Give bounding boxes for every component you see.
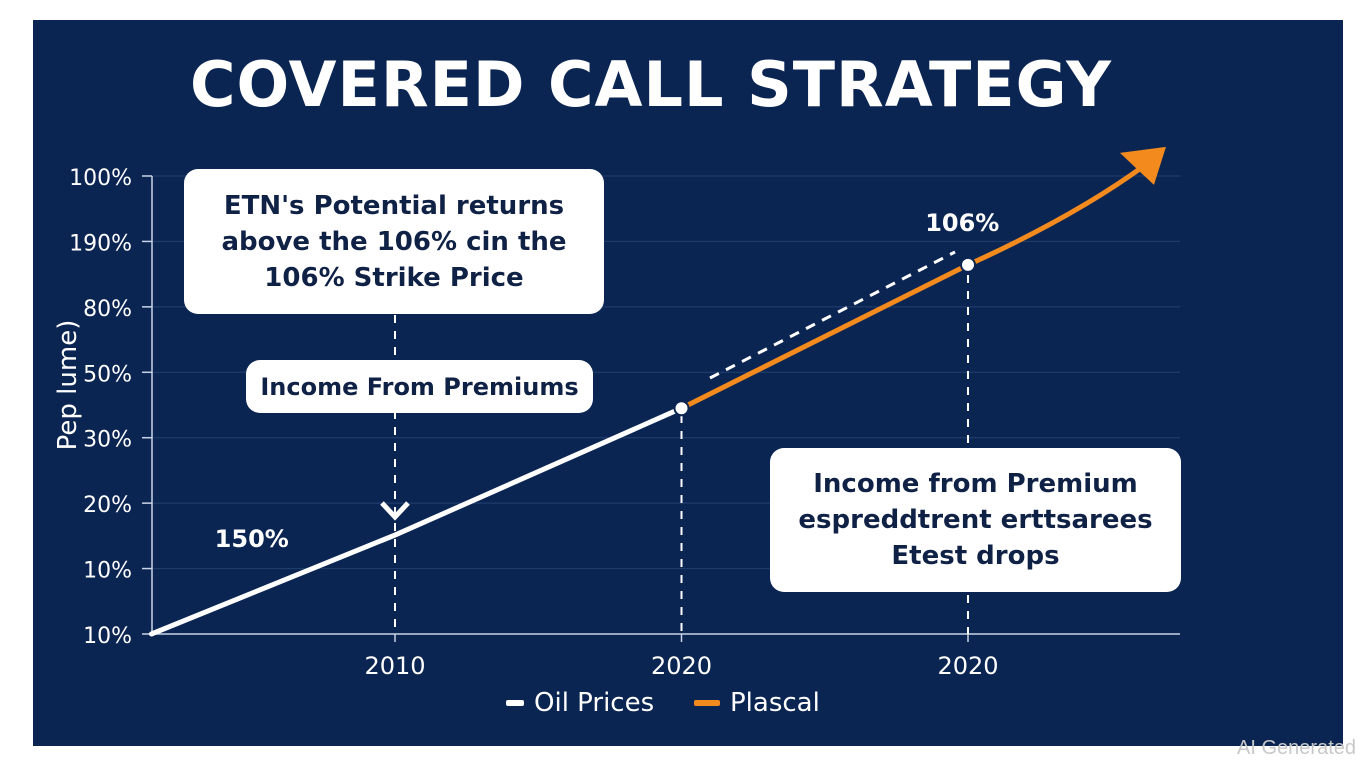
legend-item-plascal: Plascal xyxy=(694,688,820,718)
watermark: AI Generated xyxy=(1237,737,1356,759)
callout-income-premiums: Income From Premiums xyxy=(246,360,593,413)
data-point-marker xyxy=(960,256,976,273)
y-tick-label: 50% xyxy=(83,362,132,387)
y-tick-label: 80% xyxy=(83,297,132,322)
callout-line: Income from Premium xyxy=(813,469,1138,499)
legend-swatch xyxy=(506,700,524,706)
x-tick-label: 2010 xyxy=(364,652,425,680)
series-line-plascal xyxy=(679,160,1151,411)
chart-title: COVERED CALL STRATEGY xyxy=(190,48,1113,121)
data-point-marker xyxy=(673,400,690,417)
callout-line: above the 106% cin the xyxy=(221,226,567,257)
x-tick-label: 2020 xyxy=(937,652,998,680)
y-tick-label: 100% xyxy=(69,166,132,191)
series-line-oil-prices xyxy=(148,405,684,637)
callout-potential-returns: ETN's Potential returns above the 106% c… xyxy=(184,169,604,314)
y-tick-label: 10% xyxy=(83,559,132,584)
callout-line: ETN's Potential returns xyxy=(223,190,565,221)
y-tick-label: 190% xyxy=(69,231,132,256)
projection-dashed-line xyxy=(709,250,956,380)
chevron-down-icon xyxy=(380,501,410,521)
callout-income-premium-right: Income from Premium espreddtrent erttsar… xyxy=(770,448,1181,592)
data-label: 150% xyxy=(215,525,289,553)
data-label: 106% xyxy=(925,209,999,237)
y-tick-label: 20% xyxy=(83,493,132,518)
y-tick-label: 10% xyxy=(83,624,132,649)
legend-item-oil-prices: Oil Prices xyxy=(506,688,654,718)
x-tick-label: 2020 xyxy=(651,652,712,680)
callout-line: 106% Strike Price xyxy=(264,262,524,293)
callout-line: Etest drops xyxy=(891,541,1060,571)
arrow-head-icon xyxy=(1119,146,1166,185)
legend-label: Plascal xyxy=(730,688,820,718)
legend-swatch xyxy=(694,700,720,706)
y-tick-label: 30% xyxy=(83,428,132,453)
callout-line: espreddtrent erttsarees xyxy=(798,505,1153,535)
callout-line: Income From Premiums xyxy=(260,372,579,401)
legend-label: Oil Prices xyxy=(534,688,655,718)
